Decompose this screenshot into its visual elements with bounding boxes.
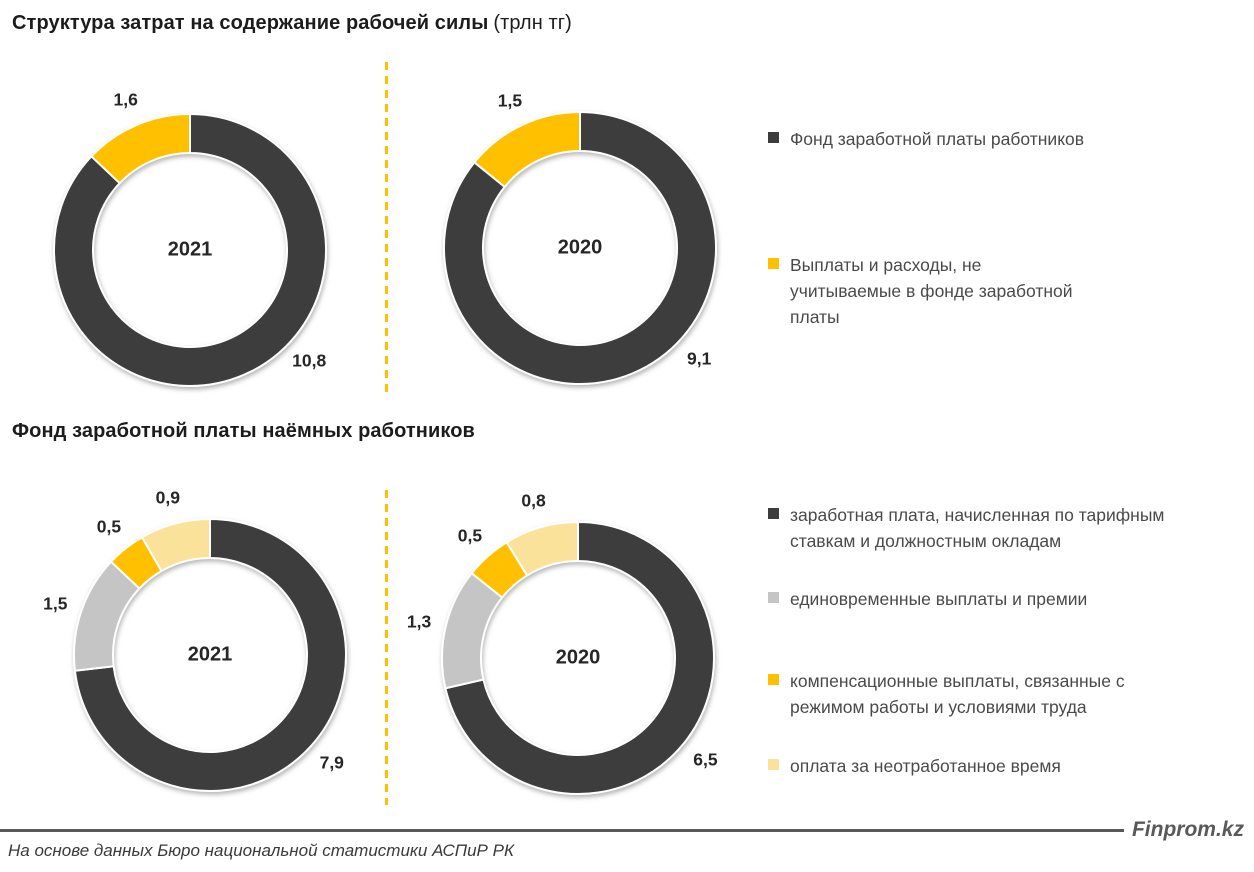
legend-item: оплата за неотработанное время [768,753,1248,779]
legend-color-marker [768,759,779,770]
slice-value-label: 6,5 [693,749,718,770]
legend-item: Фонд заработной платы работников [768,126,1248,152]
legend-item: единовременные выплаты и премии [768,586,1248,612]
slice-value-label: 0,8 [521,490,546,511]
donut-svg [53,113,327,387]
slice-value-label: 1,6 [113,89,138,110]
slice-value-label: 1,5 [43,593,68,614]
pie-slice [90,113,191,185]
donut-center-year: 2020 [555,646,601,669]
legend-label: единовременные выплаты и премии [790,589,1088,609]
donut-svg [443,111,717,385]
donut-center-year: 2021 [167,238,213,261]
legend-item: компенсационные выплаты, связанные с реж… [768,668,1248,720]
section1-title-unit: (трлн тг) [493,12,572,34]
section1-title-text: Структура затрат на содержание рабочей с… [12,12,489,34]
pie-slice [141,518,211,572]
dashed-divider-bottom [385,490,388,805]
donut-center-year: 2021 [187,643,233,666]
legend-label: Фонд заработной платы работников [790,129,1085,149]
brand-logo: Finprom.kz [1131,818,1244,841]
slice-value-label: 7,9 [319,752,344,773]
source-note: На основе данных Бюро национальной стати… [8,841,514,860]
legend-color-marker [768,132,779,143]
dashed-divider-top [385,62,388,398]
pie-slice [444,521,715,795]
donut-chart-labor-costs-2021: 10,8 1,6 2021 [10,70,370,430]
legend-labor-costs: Фонд заработной платы работников Выплаты … [768,126,1248,330]
donut-center-year: 2020 [557,236,603,259]
donut-chart-labor-costs-2020: 9,1 1,5 2020 [400,68,760,428]
legend-label: заработная плата, начисленная по тарифны… [790,505,1165,551]
legend-label: оплата за неотработанное время [790,756,1061,776]
donut-svg [441,521,715,795]
slice-value-label: 0,5 [457,525,483,546]
pie-slice [473,111,581,188]
slice-value-label: 1,3 [406,611,432,632]
legend-color-marker [768,674,779,685]
slice-value-label: 10,8 [292,350,327,371]
donut-svg [73,518,347,792]
footer-brand-row: Finprom.kz [0,818,1244,842]
section2-title-text: Фонд заработной платы наёмных работников [12,420,475,442]
pie-slice [443,111,717,385]
legend-label: Выплаты и расходы, не учитываемые в фонд… [790,255,1073,327]
legend-wage-fund: заработная плата, начисленная по тарифны… [768,502,1248,779]
donut-chart-wage-fund-2021: 7,9 1,5 0,5 0,9 2021 [30,475,390,835]
section2-title: Фонд заработной платы наёмных работников [12,420,475,443]
section1-title: Структура затрат на содержание рабочей с… [12,12,572,35]
slice-value-label: 1,5 [497,90,523,111]
legend-color-marker [768,508,779,519]
legend-color-marker [768,258,779,269]
legend-label: компенсационные выплаты, связанные с реж… [790,671,1125,717]
legend-color-marker [768,592,779,603]
slice-value-label: 9,1 [687,348,712,369]
donut-chart-wage-fund-2020: 6,5 1,3 0,5 0,8 2020 [398,478,758,838]
pie-slice [505,521,579,577]
slice-value-label: 0,5 [96,516,122,537]
slice-value-label: 0,9 [155,487,180,508]
pie-slice [53,113,327,387]
legend-item: заработная плата, начисленная по тарифны… [768,502,1248,554]
footer-rule [0,828,1124,832]
pie-slice [73,518,347,792]
legend-item: Выплаты и расходы, не учитываемые в фонд… [768,252,1248,330]
